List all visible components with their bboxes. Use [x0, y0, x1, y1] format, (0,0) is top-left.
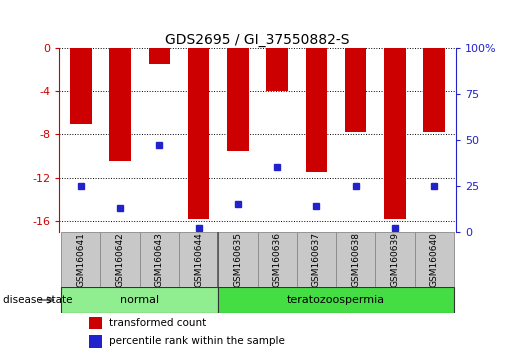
- Text: GSM160644: GSM160644: [194, 232, 203, 287]
- Text: GSM160636: GSM160636: [272, 232, 282, 287]
- Bar: [345, 48, 367, 132]
- FancyBboxPatch shape: [100, 232, 140, 287]
- FancyBboxPatch shape: [61, 232, 100, 287]
- Title: GDS2695 / GI_37550882-S: GDS2695 / GI_37550882-S: [165, 33, 350, 47]
- Text: GSM160639: GSM160639: [390, 232, 400, 287]
- FancyBboxPatch shape: [218, 232, 258, 287]
- Text: GSM160643: GSM160643: [155, 232, 164, 287]
- Bar: [423, 48, 445, 132]
- Text: GSM160642: GSM160642: [115, 232, 125, 287]
- Bar: [227, 48, 249, 151]
- Text: teratozoospermia: teratozoospermia: [287, 295, 385, 305]
- FancyBboxPatch shape: [61, 287, 218, 313]
- FancyBboxPatch shape: [218, 287, 454, 313]
- FancyBboxPatch shape: [375, 232, 415, 287]
- Text: GSM160637: GSM160637: [312, 232, 321, 287]
- Text: GSM160635: GSM160635: [233, 232, 243, 287]
- Bar: [305, 48, 327, 172]
- Bar: [188, 48, 210, 219]
- FancyBboxPatch shape: [336, 232, 375, 287]
- Bar: [70, 48, 92, 124]
- Bar: [89, 335, 101, 348]
- Text: GSM160641: GSM160641: [76, 232, 85, 287]
- Text: percentile rank within the sample: percentile rank within the sample: [109, 336, 285, 347]
- FancyBboxPatch shape: [140, 232, 179, 287]
- FancyBboxPatch shape: [258, 232, 297, 287]
- Text: normal: normal: [120, 295, 159, 305]
- Bar: [148, 48, 170, 64]
- Bar: [89, 317, 101, 329]
- Bar: [109, 48, 131, 161]
- FancyBboxPatch shape: [179, 232, 218, 287]
- FancyBboxPatch shape: [297, 232, 336, 287]
- FancyBboxPatch shape: [415, 232, 454, 287]
- Text: transformed count: transformed count: [109, 318, 207, 328]
- Text: disease state: disease state: [3, 295, 72, 305]
- Text: GSM160638: GSM160638: [351, 232, 360, 287]
- Text: GSM160640: GSM160640: [430, 232, 439, 287]
- Bar: [384, 48, 406, 219]
- Bar: [266, 48, 288, 91]
